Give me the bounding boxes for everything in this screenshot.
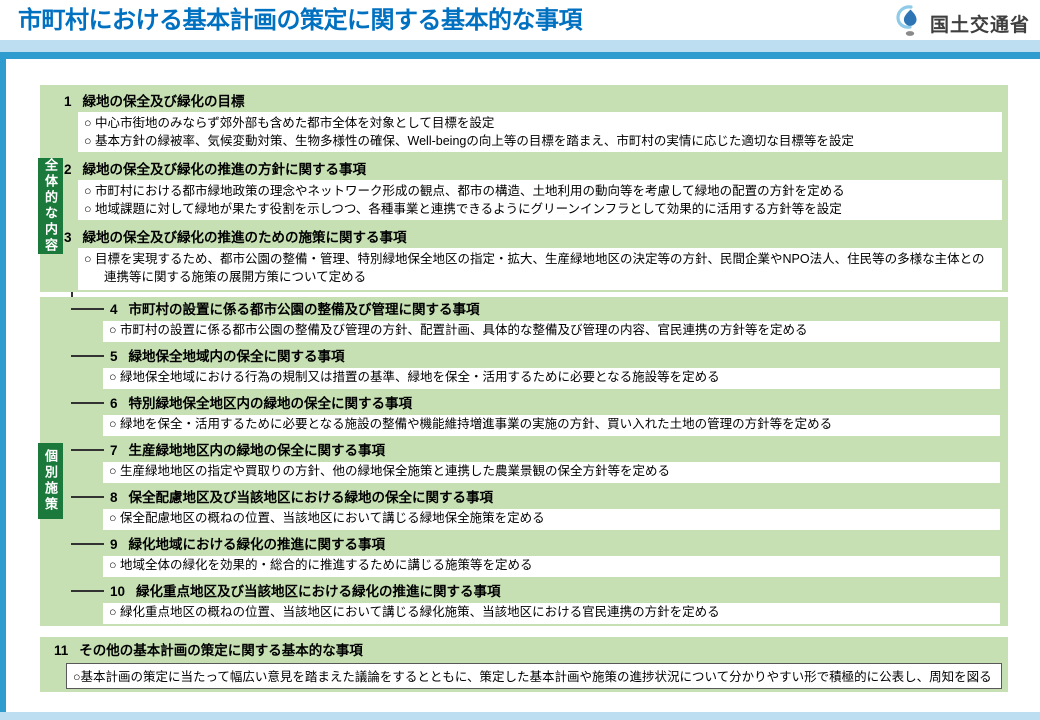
item-8-bullet-box: ○ 保全配慮地区の概ねの位置、当該地区において講じる緑地保全施策を定める: [103, 509, 1000, 530]
individual-section-panel: 個別施策 4 市町村の設置に係る都市公園の整備及び管理に関する事項 ○ 市町村の設…: [38, 297, 1008, 626]
item-7-bullet-box: ○ 生産緑地地区の指定や買取りの方針、他の緑地保全施策と連携した農業景観の保全方…: [103, 462, 1000, 483]
item-3-heading: 3 緑地の保全及び緑化の推進のための施策に関する事項: [64, 228, 1004, 247]
item-title: 保全配慮地区及び当該地区における緑地の保全に関する事項: [128, 490, 494, 505]
item-10-bullet-box: ○ 緑化重点地区の概ねの位置、当該地区において講じる緑化施策、当該地区における官…: [103, 603, 1000, 624]
mlit-logo-text: 国土交通省: [929, 15, 1030, 36]
item-title: 緑地の保全及び緑化の目標: [82, 94, 245, 109]
item-8: 8 保全配慮地区及び当該地区における緑地の保全に関する事項 ○ 保全配慮地区の概ね…: [103, 488, 1005, 530]
item-2-heading: 2 緑地の保全及び緑化の推進の方針に関する事項: [64, 160, 1004, 179]
bottom-accent-strip: [0, 712, 1040, 720]
bullet: ○ 市町村の設置に係る都市公園の整備及び管理の方針、配置計画、具体的な整備及び管…: [109, 323, 808, 337]
bullet: ○ 地域全体の緑化を効果的・総合的に推進するために講じる施策等を定める: [109, 558, 533, 572]
item-number: 4: [110, 302, 118, 317]
bullet: ○ 市町村における都市緑地政策の理念やネットワーク形成の観点、都市の構造、土地利…: [84, 184, 845, 198]
item-number: 2: [64, 162, 72, 177]
bullet: ○ 基本方針の緑被率、気候変動対策、生物多様性の確保、Well-beingの向上…: [84, 134, 854, 148]
item-9: 9 緑化地域における緑化の推進に関する事項 ○ 地域全体の緑化を効果的・総合的に推…: [103, 535, 1005, 577]
item-title: 市町村の設置に係る都市公園の整備及び管理に関する事項: [128, 302, 480, 317]
item-11-heading: 11 その他の基本計画の策定に関する基本的な事項: [54, 641, 1002, 660]
bullet: ○ 緑地を保全・活用するために必要となる施設の整備や機能維持増進事業の実施の方針…: [109, 417, 833, 431]
tree-branch-line: [71, 402, 104, 404]
item-title: 特別緑地保全地区内の緑地の保全に関する事項: [128, 396, 413, 411]
item-7: 7 生産緑地地区内の緑地の保全に関する事項 ○ 生産緑地地区の指定や買取りの方針、…: [103, 441, 1005, 483]
individual-section-label: 個別施策: [38, 443, 63, 519]
item-6-heading: 6 特別緑地保全地区内の緑地の保全に関する事項: [110, 394, 1005, 413]
item-title: 生産緑地地区内の緑地の保全に関する事項: [128, 443, 386, 458]
item-2: 2 緑地の保全及び緑化の推進の方針に関する事項 ○ 市町村における都市緑地政策の理…: [64, 160, 1004, 220]
item-number: 8: [110, 490, 118, 505]
bullet: ○ 保全配慮地区の概ねの位置、当該地区において講じる緑地保全施策を定める: [109, 511, 545, 525]
item-title: 緑地の保全及び緑化の推進のための施策に関する事項: [82, 230, 407, 245]
tree-branch-line: [71, 308, 104, 310]
item-number: 7: [110, 443, 118, 458]
item-11-bullet-box: ○基本計画の策定に当たって幅広い意見を踏まえた議論をするとともに、策定した基本計…: [66, 663, 1002, 689]
item-3: 3 緑地の保全及び緑化の推進のための施策に関する事項 ○ 目標を実現するため、都市…: [64, 228, 1004, 290]
item-7-heading: 7 生産緑地地区内の緑地の保全に関する事項: [110, 441, 1005, 460]
item-10-heading: 10 緑化重点地区及び当該地区における緑化の推進に関する事項: [110, 582, 1005, 601]
item-11: 11 その他の基本計画の策定に関する基本的な事項 ○基本計画の策定に当たって幅広い…: [54, 641, 1002, 689]
bullet: ○ 緑化重点地区の概ねの位置、当該地区において講じる緑化施策、当該地区における官…: [109, 605, 720, 619]
tree-branch-line: [71, 496, 104, 498]
bullet: ○ 生産緑地地区の指定や買取りの方針、他の緑地保全施策と連携した農業景観の保全方…: [109, 464, 671, 478]
bullet: ○基本計画の策定に当たって幅広い意見を踏まえた議論をするとともに、策定した基本計…: [73, 670, 992, 684]
item-title: 緑化重点地区及び当該地区における緑化の推進に関する事項: [136, 584, 501, 599]
item-title: 緑化地域における緑化の推進に関する事項: [128, 537, 386, 552]
item-10: 10 緑化重点地区及び当該地区における緑化の推進に関する事項 ○ 緑化重点地区の概…: [103, 582, 1005, 624]
item-number: 11: [54, 643, 69, 658]
item-1: 1 緑地の保全及び緑化の目標 ○ 中心市街地のみならず郊外部も含めた都市全体を対象…: [64, 92, 1004, 152]
item-number: 10: [110, 584, 126, 599]
item-1-bullet-box: ○ 中心市街地のみならず郊外部も含めた都市全体を対象として目標を設定 ○ 基本方…: [78, 112, 1002, 152]
tree-branch-line: [71, 355, 104, 357]
mlit-logo-icon: [895, 4, 925, 43]
bullet: ○ 中心市街地のみならず郊外部も含めた都市全体を対象として目標を設定: [84, 116, 495, 130]
item-4: 4 市町村の設置に係る都市公園の整備及び管理に関する事項 ○ 市町村の設置に係る都…: [103, 300, 1005, 342]
left-accent-strip: [0, 52, 6, 712]
item-5-bullet-box: ○ 緑地保全地域における行為の規制又は措置の基準、緑地を保全・活用するために必要…: [103, 368, 1000, 389]
item-8-heading: 8 保全配慮地区及び当該地区における緑地の保全に関する事項: [110, 488, 1005, 507]
item-2-bullet-box: ○ 市町村における都市緑地政策の理念やネットワーク形成の観点、都市の構造、土地利…: [78, 180, 1002, 220]
page-title: 市町村における基本計画の策定に関する基本的な事項: [18, 7, 583, 34]
item-9-bullet-box: ○ 地域全体の緑化を効果的・総合的に推進するために講じる施策等を定める: [103, 556, 1000, 577]
header-band-light: [0, 40, 1040, 52]
mlit-logo: 国土交通省: [895, 4, 1030, 43]
item-4-heading: 4 市町村の設置に係る都市公園の整備及び管理に関する事項: [110, 300, 1005, 319]
bullet: ○ 地域課題に対して緑地が果たす役割を示しつつ、各種事業と連携できるようにグリー…: [84, 202, 842, 216]
other-section-panel: 11 その他の基本計画の策定に関する基本的な事項 ○基本計画の策定に当たって幅広い…: [40, 637, 1008, 692]
item-1-heading: 1 緑地の保全及び緑化の目標: [64, 92, 1004, 111]
overall-section-panel: 全体的な内容 1 緑地の保全及び緑化の目標 ○ 中心市街地のみならず郊外部も含めた…: [38, 85, 1008, 292]
overall-section-label: 全体的な内容: [38, 158, 63, 254]
bullet: ○ 目標を実現するため、都市公園の整備・管理、特別緑地保全地区の指定・拡大、生産…: [84, 252, 985, 284]
header-band-dark: [0, 52, 1040, 59]
tree-branch-line: [71, 449, 104, 451]
item-title: 緑地保全地域内の保全に関する事項: [128, 349, 345, 364]
item-6-bullet-box: ○ 緑地を保全・活用するために必要となる施設の整備や機能維持増進事業の実施の方針…: [103, 415, 1000, 436]
item-title: その他の基本計画の策定に関する基本的な事項: [79, 643, 363, 658]
item-number: 6: [110, 396, 118, 411]
item-9-heading: 9 緑化地域における緑化の推進に関する事項: [110, 535, 1005, 554]
item-number: 3: [64, 230, 72, 245]
item-title: 緑地の保全及び緑化の推進の方針に関する事項: [82, 162, 367, 177]
item-4-bullet-box: ○ 市町村の設置に係る都市公園の整備及び管理の方針、配置計画、具体的な整備及び管…: [103, 321, 1000, 342]
item-6: 6 特別緑地保全地区内の緑地の保全に関する事項 ○ 緑地を保全・活用するために必要…: [103, 394, 1005, 436]
item-5: 5 緑地保全地域内の保全に関する事項 ○ 緑地保全地域における行為の規制又は措置の…: [103, 347, 1005, 389]
item-number: 9: [110, 537, 118, 552]
item-3-bullet-box: ○ 目標を実現するため、都市公園の整備・管理、特別緑地保全地区の指定・拡大、生産…: [78, 248, 1002, 290]
tree-branch-line: [71, 543, 104, 545]
item-number: 1: [64, 94, 72, 109]
bullet: ○ 緑地保全地域における行為の規制又は措置の基準、緑地を保全・活用するために必要…: [109, 370, 720, 384]
item-number: 5: [110, 349, 118, 364]
tree-branch-line: [71, 590, 104, 592]
item-5-heading: 5 緑地保全地域内の保全に関する事項: [110, 347, 1005, 366]
